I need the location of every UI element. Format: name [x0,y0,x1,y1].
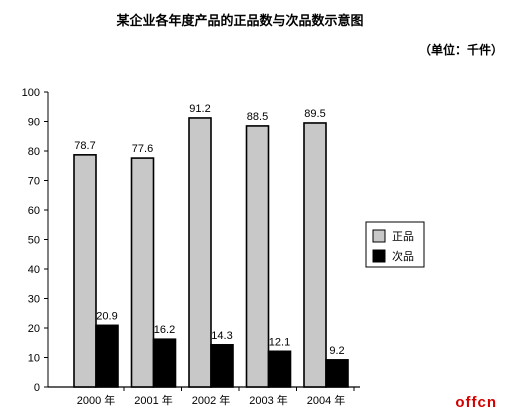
x-tick-label: 2002 年 [192,393,231,407]
bar-cipin [267,350,292,388]
data-label: 78.7 [74,140,95,152]
y-axis-ticks: 0 10 20 30 40 50 60 70 80 90 100 [22,87,48,394]
legend-label-cipin: 次品 [392,249,414,263]
bar-zhengpin [188,117,212,388]
x-tick-label: 2000 年 [77,393,116,407]
bar-cipin [95,324,119,388]
chart-bars: 78.7 20.9 77.6 16.2 91.2 14.3 88.5 12.1 89.5 9.2 [73,103,349,388]
legend-label-zhengpin: 正品 [392,230,414,243]
y-tick-label: 20 [28,323,40,335]
unit-label: （单位：千件） [418,43,503,57]
data-label: 9.2 [329,345,344,357]
y-tick-label: 70 [28,176,40,188]
legend-swatch-cipin [372,249,386,263]
data-label: 16.2 [154,324,175,336]
y-tick-label: 50 [28,235,40,247]
bar-zhengpin [73,154,97,388]
data-label: 14.3 [211,330,232,342]
y-tick-label: 10 [28,353,40,365]
data-label: 91.2 [189,103,210,115]
y-tick-label: 40 [28,264,40,276]
y-tick-label: 80 [28,146,40,158]
data-label: 88.5 [247,111,268,123]
x-tick-label: 2001 年 [134,393,173,407]
y-tick-label: 0 [34,382,40,394]
chart-title: 某企业各年度产品的正品数与次品数示意图 [116,14,364,29]
bar-zhengpin [245,125,270,388]
bar-cipin [210,344,234,388]
watermark-logo: offcn [455,394,497,411]
y-tick-label: 30 [28,294,40,306]
y-tick-label: 60 [28,205,40,217]
y-tick-label: 90 [28,117,40,129]
y-tick-label: 100 [22,87,40,99]
data-label: 77.6 [132,143,153,155]
x-axis-labels: 2000 年 2001 年 2002 年 2003 年 2004 年 [77,387,355,407]
data-label: 12.1 [269,336,290,348]
bar-zhengpin [303,122,327,388]
legend-swatch-zhengpin [372,229,386,243]
data-label: 20.9 [96,310,117,322]
x-tick-label: 2003 年 [249,393,288,407]
bar-cipin [325,359,349,388]
data-label: 89.5 [304,108,325,120]
bar-cipin [152,338,177,388]
x-tick-label: 2004 年 [307,393,346,407]
bar-zhengpin [130,157,155,388]
